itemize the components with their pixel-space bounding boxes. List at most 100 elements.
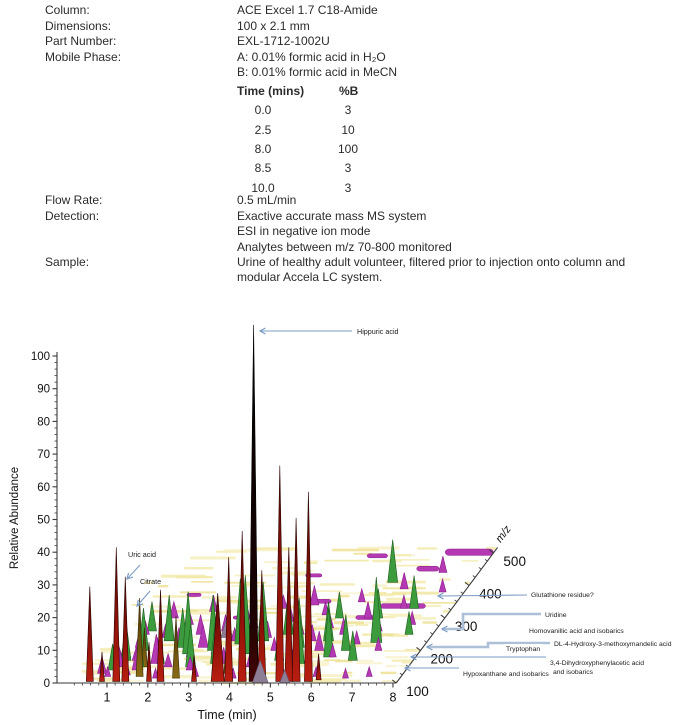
annotation-text-bg xyxy=(504,644,543,653)
y-tick-label: 50 xyxy=(37,515,50,527)
field-value: modular Accela LC system. xyxy=(237,270,383,284)
green-trace-peaks-peak xyxy=(347,630,358,661)
annotation-arrowhead xyxy=(440,625,448,633)
gradient-cell-time: 10.0 xyxy=(251,180,275,195)
magenta-noise-peaks-peak xyxy=(309,585,320,606)
gradient-cell-time: 0.0 xyxy=(254,103,272,117)
x-tick-label: 5 xyxy=(267,691,274,705)
z-tick-label: 500 xyxy=(503,554,526,569)
field-label: Sample: xyxy=(45,254,90,269)
magenta-noise-peaks-peak xyxy=(357,587,366,603)
field-label: Dimensions: xyxy=(45,18,112,33)
chromatogram-peaks xyxy=(85,324,448,684)
method-row: Mobile Phase: A: 0.01% formic acid in H₂O xyxy=(45,49,386,64)
magenta-noise-peaks-peak xyxy=(438,577,447,593)
red-trace-peaks-peak xyxy=(121,576,130,682)
method-row: Detection: Exactive accurate mass MS syst… xyxy=(45,209,426,223)
magenta-noise-peaks-peak xyxy=(270,636,279,651)
x-tick-label: 6 xyxy=(308,691,315,705)
method-row: Column: ACE Excel 1.7 C18-Amide xyxy=(45,4,378,17)
gradient-col-header-time: Time (mins) xyxy=(237,84,305,98)
field-value: A: 0.01% formic acid in H₂O xyxy=(237,49,386,64)
magenta-noise-peaks-peak xyxy=(169,600,179,619)
red-trace-peaks-peak xyxy=(304,491,313,682)
annotation-uridine: Uridine xyxy=(545,612,567,619)
red-trace-peaks-peak xyxy=(191,655,197,682)
method-row: Dimensions: 100 x 2.1 mm xyxy=(45,18,310,33)
magenta-noise-peaks-peak xyxy=(104,665,112,677)
field-value: 100 x 2.1 mm xyxy=(237,18,310,33)
magenta-noise-peaks-peak xyxy=(328,642,337,658)
gradient-cell-pb: 3 xyxy=(344,103,352,117)
axes: 0 10 20 30 40 50 60 70 80 90 100 1 2 3 4 5 6 7 8 100 200 300 4… xyxy=(9,351,526,722)
annotation-arrowhead xyxy=(425,643,433,651)
red-trace-peaks-peak xyxy=(85,586,94,682)
gradient-cell-time: 8.5 xyxy=(254,161,272,175)
annotation-arrowhead xyxy=(126,572,134,580)
field-value: ESI in negative ion mode xyxy=(237,224,371,238)
magenta-noise-peaks-peak xyxy=(400,594,408,609)
z-tick-label: 100 xyxy=(406,684,429,699)
magenta-noise-peaks-peak xyxy=(163,652,173,668)
x-axis-title: Time (min) xyxy=(197,708,256,722)
magenta-noise-peaks-peak xyxy=(399,572,409,590)
z-axis-title: m/z xyxy=(493,523,514,545)
annotation-citrate: Citrate xyxy=(140,577,161,586)
x-tick-label: 3 xyxy=(185,691,192,705)
y-tick-label: 90 xyxy=(37,384,50,396)
red-trace-peaks-peak xyxy=(224,557,234,682)
annotation-arrowhead xyxy=(403,664,411,672)
gradient-cell-pb: 3 xyxy=(344,161,352,175)
green-trace-peaks-peak xyxy=(404,611,414,635)
red-trace-peaks-peak xyxy=(99,651,105,682)
annotation-line xyxy=(136,590,151,607)
red-trace-peaks-peak xyxy=(315,653,322,681)
magenta-noise-peaks-peak xyxy=(352,629,361,645)
annotation-tryptophan: Tryptophan xyxy=(506,646,540,653)
gradient-cell-time: 8.0 xyxy=(254,142,272,156)
annotation-hypoxanthane-and-isobarics: Hypoxanthane and isobarics xyxy=(463,671,549,678)
magenta-noise-peaks-peak xyxy=(374,636,383,651)
field-label: Column: xyxy=(45,3,90,17)
annotation-homovanillic-acid-and-isobarics: Homovanillic acid and isobarics xyxy=(529,628,624,635)
method-row: Part Number: EXL-1712-1002U xyxy=(45,35,330,48)
x-tick-label: 1 xyxy=(103,691,110,705)
magenta-noise-peaks-peak xyxy=(363,601,373,619)
field-value: EXL-1712-1002U xyxy=(237,34,330,48)
red-trace-peaks-peak xyxy=(237,530,247,682)
hippuric-acid-peak-peak xyxy=(248,324,259,682)
annotation-hippuric-acid: Hippuric acid xyxy=(357,327,399,336)
magenta-noise-peaks-peak xyxy=(185,655,195,671)
annotation-line xyxy=(126,564,141,580)
green-trace-peaks-peak xyxy=(147,601,157,632)
olive-trace-peaks-peak xyxy=(172,615,180,679)
annotations: Hippuric acid Uric acid Citrate Glutathione… xyxy=(126,327,672,678)
method-row: modular Accela LC system. xyxy=(45,271,382,284)
annotation-and-isobarics: and isobarics xyxy=(553,669,594,676)
gradient-cell-pb: 100 xyxy=(337,142,359,156)
y-tick-label: 70 xyxy=(37,449,50,461)
x-tick-label: 4 xyxy=(226,691,233,705)
magenta-noise-peaks-peak xyxy=(314,630,325,651)
red-trace-peaks-peak xyxy=(146,642,152,682)
annotation-line xyxy=(427,641,550,649)
green-trace-peaks-peak xyxy=(163,594,175,642)
red-trace-peaks-peak xyxy=(210,593,225,682)
red-trace-peaks-peak xyxy=(112,547,121,682)
green-trace-peaks-peak xyxy=(370,576,383,643)
y-tick-label: 10 xyxy=(37,645,50,657)
y-tick-label: 100 xyxy=(31,351,50,363)
annotation-line xyxy=(442,612,541,631)
method-row: Flow Rate: 0.5 mL/min xyxy=(45,194,296,207)
field-value: Urine of healthy adult volunteer, filter… xyxy=(237,254,626,269)
field-value: 0.5 mL/min xyxy=(237,193,297,207)
method-row: B: 0.01% formic acid in MeCN xyxy=(45,66,397,79)
magenta-noise-peaks-peak xyxy=(342,667,349,679)
annotation-3-4-dihydroxyphenylacetic-acid: 3,4-Dihydroxyphenylacetic acid xyxy=(550,660,644,667)
green-trace-peaks-peak xyxy=(409,575,419,609)
red-trace-peaks-peak xyxy=(275,465,285,682)
y-tick-label: 80 xyxy=(37,416,50,428)
field-value: B: 0.01% formic acid in MeCN xyxy=(237,65,398,79)
x-tick-label: 8 xyxy=(389,691,396,705)
